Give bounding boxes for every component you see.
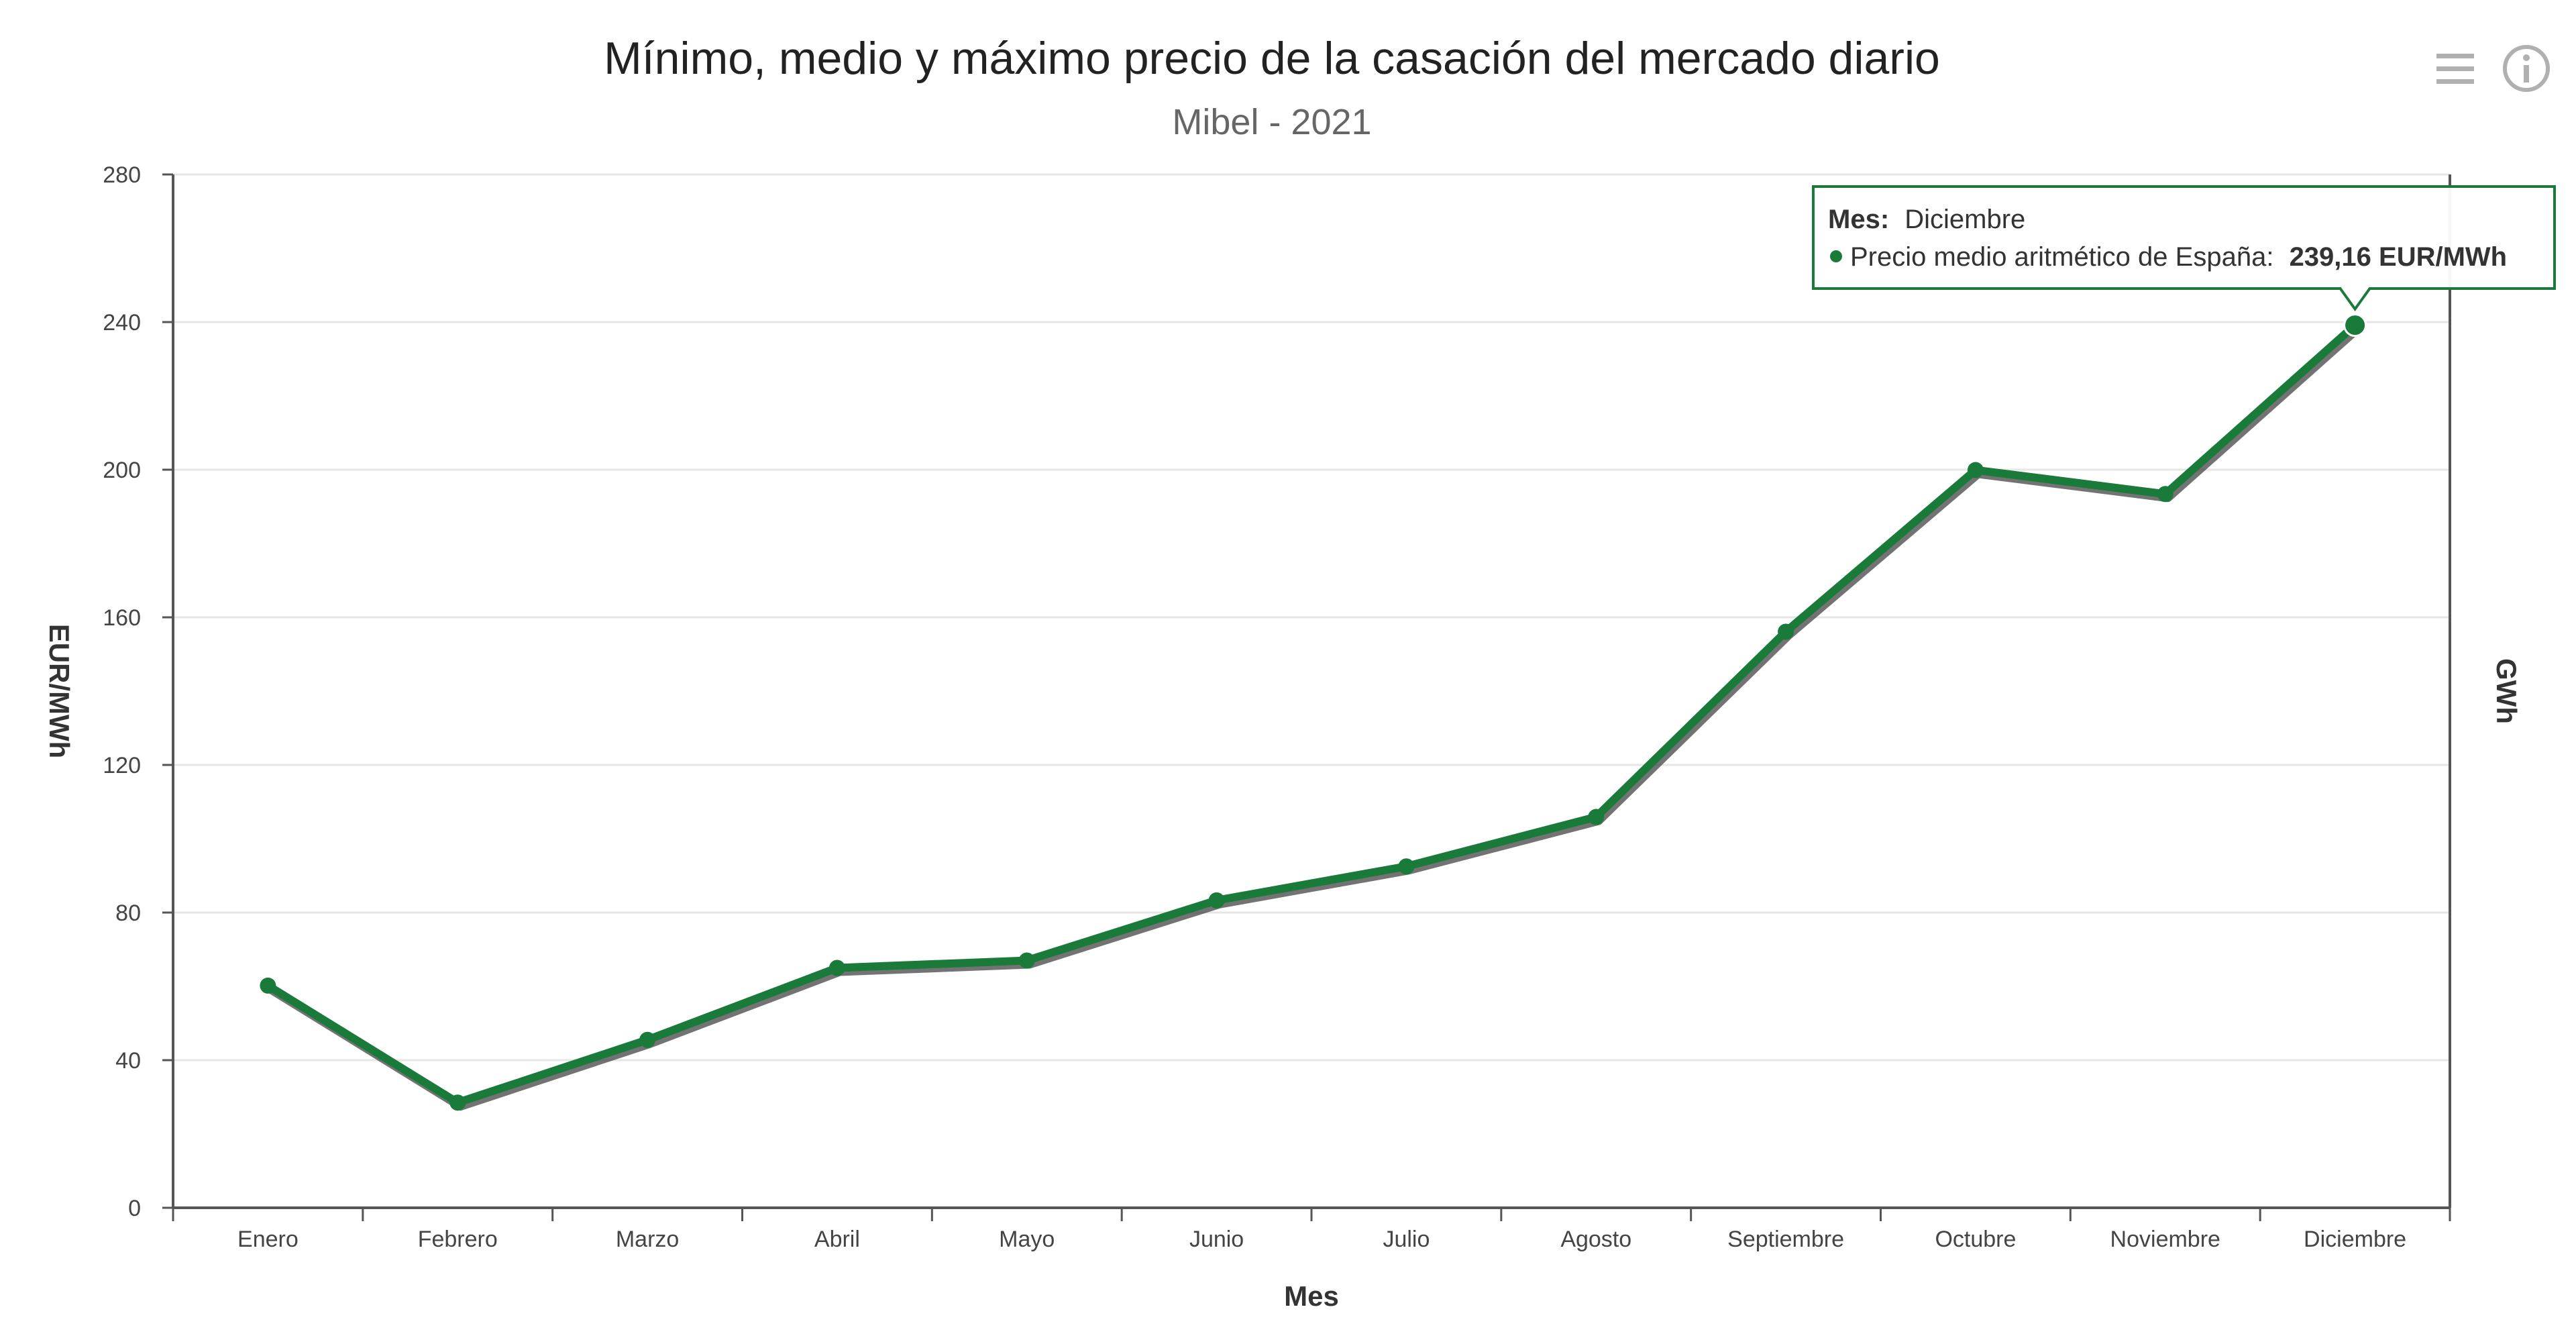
x-tick-label: Agosto — [1560, 1227, 1631, 1252]
series-line-group — [264, 321, 2362, 1111]
data-point[interactable] — [449, 1094, 466, 1111]
y-tick-label: 240 — [103, 310, 141, 335]
x-axis-tick-labels: Enero Febrero Marzo Abril Mayo Junio Julio Agos… — [237, 1227, 2406, 1252]
y-axis-title: EUR/MWh — [44, 624, 75, 759]
x-tick-label: Febrero — [418, 1227, 498, 1252]
y-tick-label: 80 — [115, 900, 141, 926]
tooltip-series-marker-icon — [1830, 250, 1842, 262]
y-tick-label: 40 — [115, 1048, 141, 1074]
data-point[interactable] — [1018, 952, 1035, 969]
chart-title: Mínimo, medio y máximo precio de la casa… — [604, 33, 1940, 84]
series-line-shadow — [266, 325, 2362, 1111]
hamburger-menu-icon[interactable] — [2428, 47, 2482, 94]
y-tick-label: 0 — [128, 1196, 141, 1221]
y-tick-label: 120 — [103, 753, 141, 778]
info-icon[interactable] — [2503, 45, 2550, 92]
x-tick-label: Octubre — [1935, 1227, 2016, 1252]
svg-text:Precio medio aritmético de Esp: Precio medio aritmético de España: 239,1… — [1850, 242, 2507, 272]
tooltip-box — [1812, 185, 2556, 312]
tooltip: Mes: Diciembre Precio medio aritmético d… — [1812, 185, 2556, 312]
data-point[interactable] — [1588, 809, 1605, 825]
x-tick-label: Marzo — [616, 1227, 679, 1252]
data-point[interactable] — [1208, 892, 1225, 909]
x-tick-label: Julio — [1383, 1227, 1430, 1252]
tooltip-series-label: Precio medio aritmético de España: — [1850, 242, 2273, 272]
x-tick-label: Junio — [1189, 1227, 1244, 1252]
y2-axis-title: GWh — [2491, 658, 2522, 724]
y-tick-label: 280 — [103, 162, 141, 188]
x-tick-label: Mayo — [999, 1227, 1055, 1252]
data-point[interactable] — [1398, 858, 1415, 875]
x-tick-label: Abril — [814, 1227, 860, 1252]
x-tick-label: Septiembre — [1727, 1227, 1844, 1252]
data-points — [260, 313, 2367, 1111]
y-axis-tick-labels: 0 40 80 120 160 200 240 280 — [103, 162, 141, 1221]
series-line — [264, 321, 2359, 1107]
grid-lines — [173, 173, 2450, 1062]
x-tick-label: Diciembre — [2304, 1227, 2406, 1252]
data-point[interactable] — [1778, 623, 1794, 640]
y-tick-label: 200 — [103, 458, 141, 483]
x-axis-title: Mes — [1284, 1280, 1339, 1312]
svg-text:Mes: Diciembre: Mes: Diciembre — [1828, 205, 2025, 234]
y-tick-label: 160 — [103, 605, 141, 631]
chart-subtitle: Mibel - 2021 — [1172, 102, 1371, 142]
data-point[interactable] — [2157, 486, 2174, 503]
tooltip-value: 239,16 EUR/MWh — [2290, 242, 2508, 272]
data-point[interactable] — [1967, 462, 1984, 478]
x-tick-label: Enero — [237, 1227, 299, 1252]
tooltip-month-label: Mes: — [1828, 205, 1889, 234]
axes — [162, 173, 2451, 1221]
data-point[interactable] — [828, 960, 845, 976]
data-point[interactable] — [260, 977, 276, 994]
tooltip-month-value: Diciembre — [1904, 205, 2025, 234]
x-tick-label: Noviembre — [2110, 1227, 2220, 1252]
data-point[interactable] — [639, 1031, 656, 1048]
data-point[interactable] — [2343, 313, 2367, 338]
